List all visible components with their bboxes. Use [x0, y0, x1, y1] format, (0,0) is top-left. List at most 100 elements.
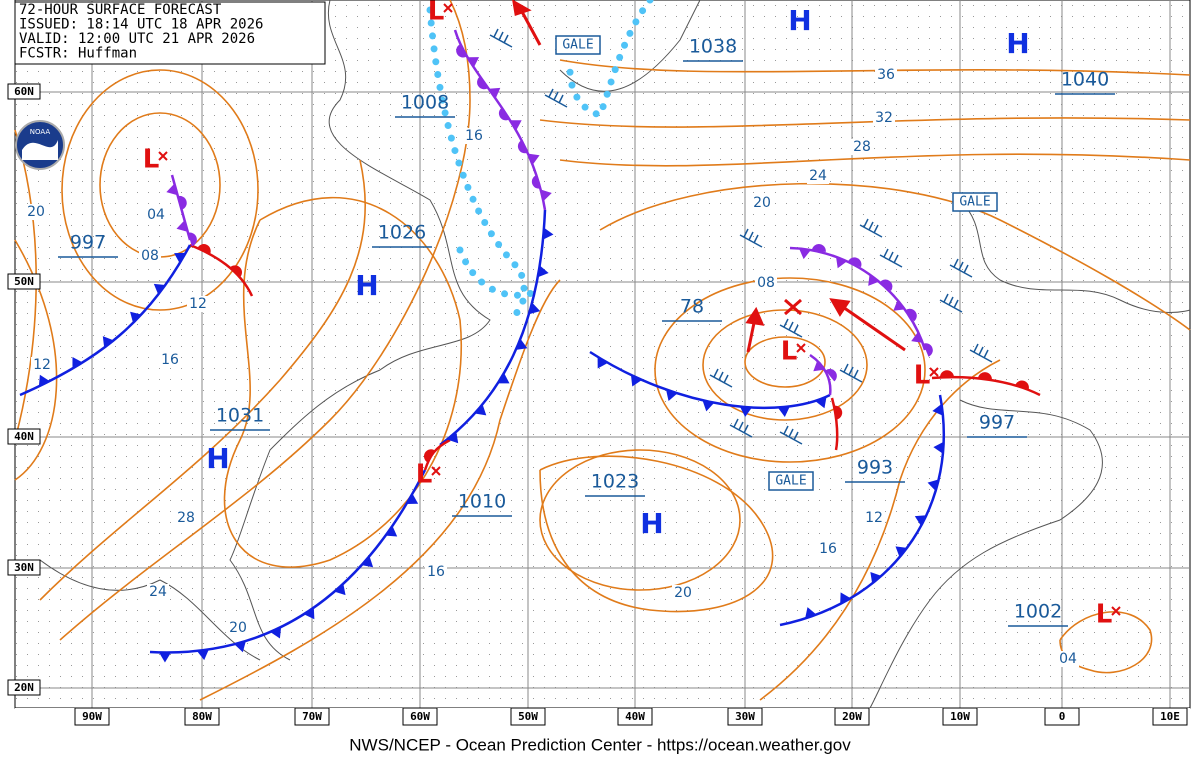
front-pip — [836, 256, 848, 269]
front-pip — [474, 404, 487, 416]
header-line: FCSTR: Huffman — [19, 46, 137, 62]
front-pip — [933, 441, 944, 454]
isobar-label-bg — [873, 110, 895, 126]
pressure-label: 1010 — [458, 491, 506, 513]
isobar-label-bg — [755, 275, 777, 291]
wind-barb — [544, 88, 568, 108]
front-pip — [805, 607, 817, 619]
isobar-label-bg — [187, 296, 209, 312]
lat-label-box — [7, 428, 41, 445]
cold-front — [589, 350, 831, 410]
pressure-label: 1002 — [1014, 601, 1062, 623]
low-x — [158, 151, 168, 161]
isobar-label-bg — [751, 195, 773, 211]
wind-barb — [779, 318, 803, 338]
isobar-label: 20 — [753, 195, 771, 211]
pressure-label: 1026 — [378, 222, 426, 244]
isobar-label: 08 — [141, 248, 159, 264]
front-pip — [188, 232, 197, 247]
front-pip — [270, 626, 282, 639]
lon-label-box — [1044, 707, 1080, 726]
front-pip — [895, 546, 908, 558]
header-box — [14, 1, 326, 65]
high-center: H — [206, 442, 229, 475]
front-pip — [923, 343, 933, 357]
front-pip — [834, 405, 843, 420]
front-pip — [303, 607, 315, 620]
lon-label: 80W — [192, 710, 212, 723]
isobar-label-bg — [851, 139, 873, 155]
front-pip — [176, 220, 188, 232]
isobar-label: 24 — [149, 584, 167, 600]
front-pip — [531, 174, 541, 189]
front-pip — [932, 403, 943, 416]
lat-label: 50N — [14, 275, 34, 288]
front-pip — [406, 493, 419, 504]
front-pip — [739, 406, 752, 418]
front-pip — [528, 302, 541, 315]
gale-box — [555, 35, 601, 55]
isobar-label-bg — [1057, 651, 1079, 667]
storm-tracks — [512, 0, 906, 353]
isobar-label: 28 — [177, 510, 195, 526]
lat-label: 30N — [14, 561, 34, 574]
cold-front — [439, 209, 547, 446]
front-pip — [334, 583, 346, 596]
wind-barb — [839, 363, 863, 383]
gale-label: GALE — [562, 38, 593, 53]
graticule — [15, 0, 1190, 708]
front-pip — [813, 360, 825, 372]
low-center: L — [428, 0, 445, 27]
front-pip — [197, 244, 211, 255]
front-pip — [798, 248, 811, 260]
front-pip — [498, 107, 510, 121]
front-pip — [467, 57, 480, 68]
lon-label: 40W — [625, 710, 645, 723]
front-pip — [811, 244, 826, 252]
lon-label: 10W — [950, 710, 970, 723]
front-pip — [517, 139, 528, 154]
isobar-label: 16 — [819, 541, 837, 557]
front-pip — [234, 640, 246, 653]
isobar-label: 16 — [427, 564, 445, 580]
front-pip — [488, 87, 501, 99]
isobar-label: 08 — [757, 275, 775, 291]
isobar-label-bg — [147, 584, 169, 600]
isobar-label: 12 — [189, 296, 207, 312]
header-line: VALID: 12:00 UTC 21 APR 2026 — [19, 31, 255, 47]
lon-label: 60W — [410, 710, 430, 723]
lon-label: 30W — [735, 710, 755, 723]
front-pip — [1015, 380, 1029, 390]
pressure-label: 1008 — [401, 92, 449, 114]
front-pip — [497, 373, 510, 384]
occl-front — [809, 353, 832, 396]
coastlines — [39, 0, 1191, 709]
pressure-label: 1031 — [216, 405, 264, 427]
front-pip — [528, 153, 540, 165]
isobar-label: 32 — [875, 110, 893, 126]
isobar-label-bg — [31, 357, 53, 373]
warm-front — [830, 397, 839, 451]
front-pip — [868, 274, 880, 286]
front-pip — [153, 283, 166, 295]
lon-label: 50W — [518, 710, 538, 723]
fronts — [19, 0, 1041, 663]
high-center: H — [1006, 27, 1029, 60]
pressure-label: 1023 — [591, 471, 639, 493]
wind-barb — [709, 368, 733, 388]
lon-label-box — [402, 707, 438, 726]
isobar-label: 20 — [229, 620, 247, 636]
low-x — [929, 367, 939, 377]
gale-label: GALE — [959, 195, 990, 210]
isobar-label-bg — [817, 541, 839, 557]
pressure-label: 1038 — [689, 36, 737, 58]
front-pip — [177, 195, 187, 210]
low-center: L — [143, 145, 160, 175]
isobar-label-bg — [145, 207, 167, 223]
front-pip — [914, 515, 927, 527]
low-center: L — [914, 361, 931, 391]
front-pip — [543, 227, 554, 240]
